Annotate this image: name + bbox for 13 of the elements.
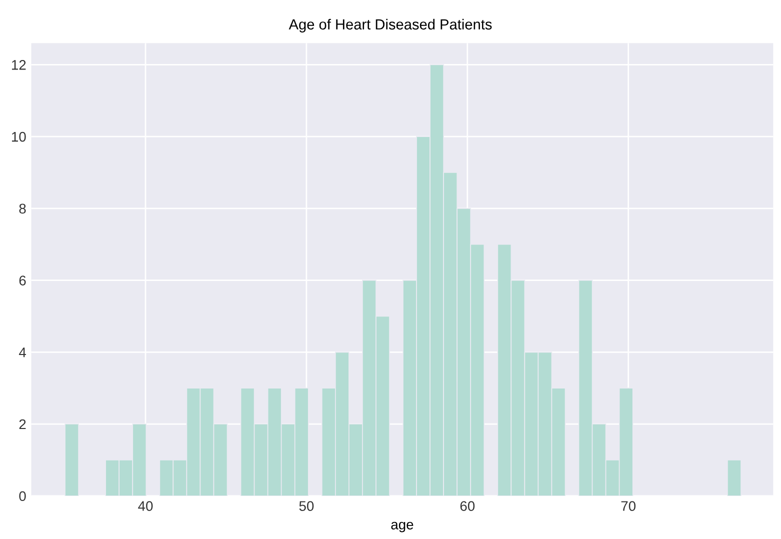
x-tick-label: 60 bbox=[460, 501, 475, 511]
y-tick-label: 10 bbox=[12, 132, 26, 142]
y-tick-label: 4 bbox=[18, 348, 26, 358]
chart-title: Age of Heart Diseased Patients bbox=[288, 18, 492, 32]
y-tick-label: 0 bbox=[19, 491, 26, 502]
x-axis-title: age bbox=[391, 522, 414, 532]
y-tick-label: 8 bbox=[19, 204, 26, 214]
x-tick-label: 40 bbox=[138, 501, 153, 511]
y-tick-label: 6 bbox=[19, 276, 26, 286]
x-tick-label: 50 bbox=[299, 501, 314, 511]
y-tick-label: 2 bbox=[19, 419, 26, 430]
y-tick-label: 12 bbox=[12, 60, 26, 70]
x-tick-label: 70 bbox=[621, 501, 636, 511]
